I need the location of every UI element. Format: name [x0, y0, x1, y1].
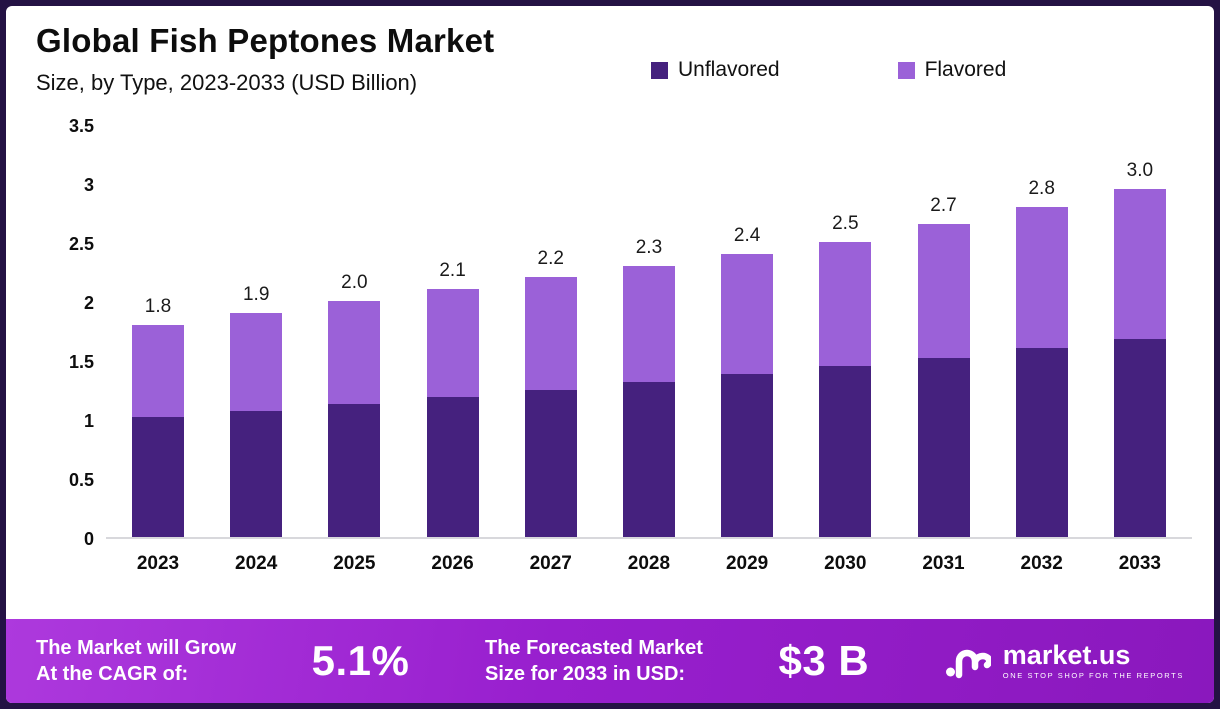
bar-total-label: 2.4: [733, 224, 761, 246]
bars-container: 1.8 1.9 2.0 2.1 2.2 2.3 2.4 2.5 2.7 2.8 3.0: [106, 126, 1192, 537]
y-tick-label: 0.5: [68, 470, 94, 490]
y-axis: 3.5 3 2.5 2 1.5 1 0.5 0: [6, 112, 94, 619]
cagr-value: 5.1%: [311, 637, 410, 684]
segment-unflavored: [230, 410, 283, 537]
bar-2025: 2.0: [328, 272, 381, 537]
market-us-logo: market.us ONE STOP SHOP FOR THE REPORTS: [945, 639, 1184, 684]
segment-unflavored: [524, 389, 577, 537]
x-axis-label-2030: 2030: [824, 553, 867, 574]
legend-label-flavored: Flavored: [924, 58, 1007, 81]
legend-label-unflavored: Unflavored: [678, 58, 780, 81]
segment-flavored: [230, 312, 283, 411]
segment-unflavored: [1113, 338, 1166, 537]
x-axis-label-2029: 2029: [725, 553, 769, 574]
bar-2026: 2.1: [426, 260, 479, 537]
segment-unflavored: [721, 374, 774, 537]
bar-total-label: 1.8: [144, 295, 172, 317]
bar-2032: 2.8: [1015, 177, 1068, 537]
forecast-label-line1: The Forecasted Market: [485, 637, 703, 659]
y-tick-label: 2.5: [68, 234, 94, 254]
x-axis-label-2028: 2028: [627, 553, 671, 574]
forecast-value: $3 B: [778, 637, 870, 684]
cagr-label-line1: The Market will Grow: [36, 637, 237, 659]
bar-2024: 1.9: [230, 283, 283, 537]
legend-item-flavored: Flavored: [897, 58, 1007, 82]
segment-unflavored: [1015, 348, 1068, 537]
x-axis-label-2023: 2023: [136, 553, 180, 574]
y-tick-label: 2: [83, 293, 94, 313]
segment-flavored: [819, 242, 872, 366]
bar-2027: 2.2: [524, 248, 577, 537]
x-axis-label-2026: 2026: [431, 553, 474, 574]
market-us-logo-icon: [945, 639, 993, 684]
plot-area: 1.8 1.9 2.0 2.1 2.2 2.3 2.4 2.5 2.7 2.8 3.0: [106, 126, 1192, 539]
cagr-label-line2: At the CAGR of:: [36, 663, 189, 685]
y-tick-label: 3: [83, 175, 94, 195]
bar-2033: 3.0: [1113, 159, 1166, 537]
bottom-banner: The Market will Grow At the CAGR of: 5.1…: [6, 619, 1214, 703]
forecast-label: The Forecasted Market Size for 2033 in U…: [485, 635, 703, 687]
bar-total-label: 2.3: [635, 236, 663, 258]
bar-total-label: 3.0: [1126, 159, 1154, 181]
y-tick-label: 1.5: [68, 352, 94, 372]
bar-2028: 2.3: [622, 236, 675, 537]
y-tick-label: 3.5: [68, 116, 94, 136]
segment-flavored: [1113, 188, 1166, 339]
x-axis-label-2027: 2027: [529, 553, 572, 574]
segment-flavored: [721, 253, 774, 375]
bar-2023: 1.8: [132, 296, 184, 537]
legend-swatch-unflavored: [651, 61, 668, 79]
segment-flavored: [426, 289, 479, 397]
bar-2031: 2.7: [917, 195, 970, 537]
segment-unflavored: [328, 403, 381, 537]
segment-unflavored: [819, 365, 872, 537]
x-axis-labels: 2023 2024 2025 2026 2027 2028 2029 2030 2031 2032…: [106, 553, 1192, 575]
bar-total-label: 2.8: [1028, 177, 1055, 199]
x-axis-label-2024: 2024: [235, 553, 278, 574]
segment-flavored: [132, 324, 184, 417]
bar-total-label: 2.5: [832, 213, 859, 235]
bar-total-label: 2.2: [537, 248, 564, 270]
bar-2030: 2.5: [819, 213, 872, 537]
legend-swatch-flavored: [897, 61, 915, 79]
segment-flavored: [328, 301, 381, 404]
logo-tagline: ONE STOP SHOP FOR THE REPORTS: [1002, 671, 1184, 680]
x-axis-label-2025: 2025: [333, 553, 376, 574]
segment-flavored: [622, 265, 675, 383]
cagr-label: The Market will Grow At the CAGR of:: [36, 635, 236, 687]
y-tick-label: 1: [83, 411, 94, 431]
bar-total-label: 2.0: [341, 272, 368, 294]
chart-legend: Unflavored Flavored: [651, 58, 1006, 82]
y-tick-label: 0: [83, 529, 94, 549]
bar-total-label: 2.1: [439, 260, 466, 282]
legend-item-unflavored: Unflavored: [651, 58, 780, 82]
stacked-bar-chart: 3.5 3 2.5 2 1.5 1 0.5 0 1.8 1.9 2.0 2.1 2.2 2.3 2.4 2.…: [6, 112, 1214, 619]
chart-subtitle: Size, by Type, 2023-2033 (USD Billion): [36, 70, 418, 95]
bar-total-label: 2.7: [930, 195, 957, 217]
x-axis-label-2033: 2033: [1118, 553, 1162, 574]
segment-unflavored: [622, 382, 675, 537]
x-axis-label-2032: 2032: [1020, 553, 1063, 574]
logo-text: market.us: [1002, 640, 1131, 670]
bar-total-label: 1.9: [242, 283, 270, 305]
forecast-label-line2: Size for 2033 in USD:: [485, 663, 686, 685]
chart-header: Global Fish Peptones Market Size, by Typ…: [6, 6, 1214, 112]
segment-unflavored: [132, 416, 184, 537]
segment-flavored: [524, 277, 577, 390]
segment-unflavored: [426, 396, 479, 537]
chart-title: Global Fish Peptones Market: [36, 22, 495, 59]
segment-flavored: [917, 224, 970, 358]
x-axis-label-2031: 2031: [922, 553, 965, 574]
bar-2029: 2.4: [721, 224, 774, 537]
segment-flavored: [1015, 206, 1068, 349]
segment-unflavored: [917, 357, 970, 537]
